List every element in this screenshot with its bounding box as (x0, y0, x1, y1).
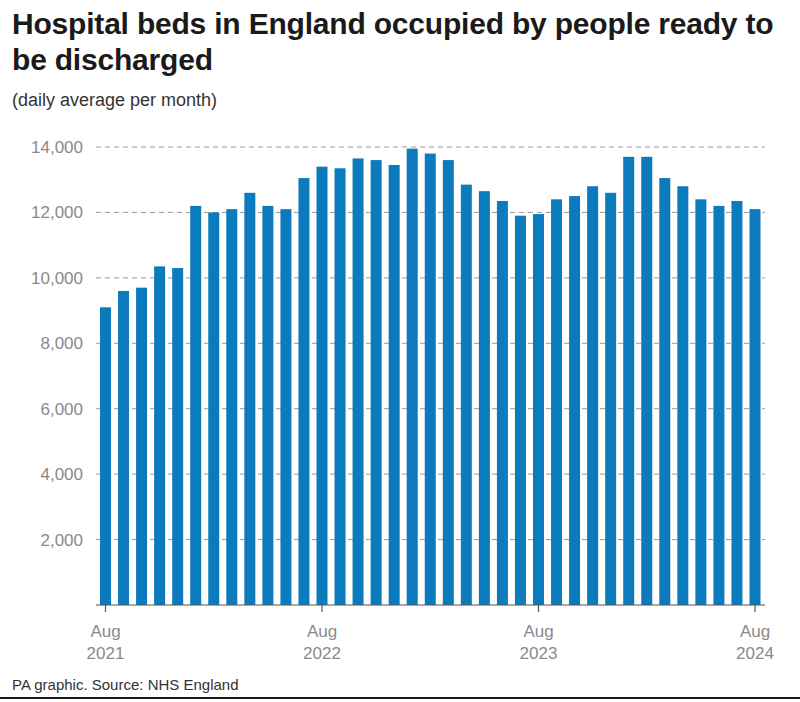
bar (154, 266, 165, 605)
bar (461, 185, 472, 605)
bar (190, 206, 201, 605)
x-tick-label: Aug2023 (520, 622, 558, 663)
bar (100, 307, 111, 605)
y-tick-label: 4,000 (40, 465, 83, 484)
x-tick-label: Aug2024 (736, 622, 774, 663)
bar (280, 209, 291, 605)
bar (298, 178, 309, 605)
y-tick-label: 6,000 (40, 400, 83, 419)
bar (750, 209, 761, 605)
bars (100, 149, 761, 605)
bar (262, 206, 273, 605)
bar (551, 199, 562, 605)
x-tick (538, 605, 539, 612)
y-tick-label: 12,000 (31, 203, 83, 222)
bar (118, 291, 129, 605)
y-tick-label: 8,000 (40, 334, 83, 353)
grid-line (96, 147, 765, 148)
x-tick (321, 605, 322, 612)
bar (208, 212, 219, 605)
bar (244, 193, 255, 605)
bar (497, 201, 508, 605)
chart: 2,000 4,000 6,000 8,000 10,000 12,000 14,000 Au… (0, 0, 800, 702)
title: Hospital beds in England occupied by peo… (12, 6, 797, 78)
bar (479, 191, 490, 605)
bar (695, 199, 706, 605)
bar (425, 154, 436, 605)
source: PA graphic. Source: NHS England (12, 676, 239, 693)
bar (136, 288, 147, 605)
bar (713, 206, 724, 605)
y-tick-label: 10,000 (31, 269, 83, 288)
bar (659, 178, 670, 605)
x-tick (105, 605, 106, 612)
bottom-rule (0, 697, 800, 699)
bar (623, 157, 634, 605)
bar (371, 160, 382, 605)
bar (353, 158, 364, 605)
bar (335, 168, 346, 605)
x-tick (754, 605, 755, 612)
bar (569, 196, 580, 605)
bar (605, 193, 616, 605)
bar (226, 209, 237, 605)
bar (587, 186, 598, 605)
bar (317, 167, 328, 605)
y-tick-label: 14,000 (31, 138, 83, 157)
y-tick-label: 2,000 (40, 531, 83, 550)
bar (515, 216, 526, 605)
bar (677, 186, 688, 605)
x-tick-label: Aug2021 (87, 622, 125, 663)
subtitle: (daily average per month) (12, 90, 217, 111)
bar (407, 149, 418, 605)
x-axis (96, 604, 765, 605)
bar (389, 165, 400, 605)
bar (533, 214, 544, 605)
x-tick-label: Aug2022 (303, 622, 341, 663)
bar (172, 268, 183, 605)
bar (641, 157, 652, 605)
bar (443, 160, 454, 605)
bar (731, 201, 742, 605)
